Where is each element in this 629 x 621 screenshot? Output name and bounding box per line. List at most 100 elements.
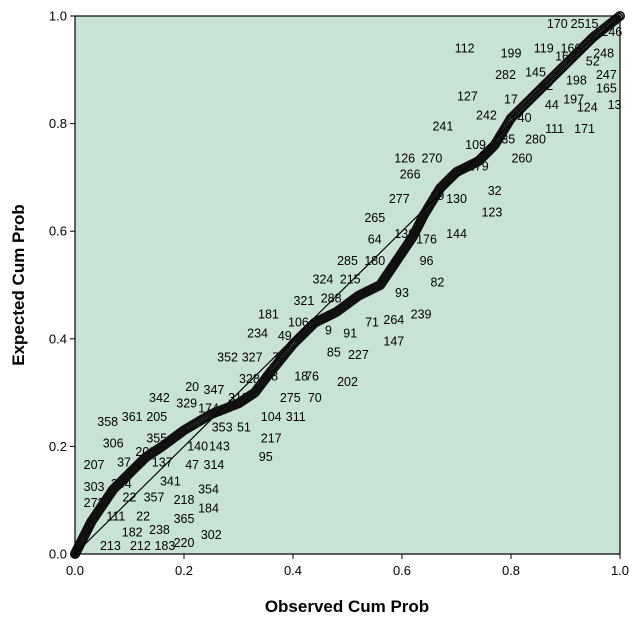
y-tick-label: 1.0 (49, 9, 67, 24)
point-label: 20 (185, 380, 199, 394)
point-label: 288 (321, 291, 342, 305)
point-label: 76 (305, 369, 319, 383)
x-axis-title: Observed Cum Prob (265, 597, 429, 616)
point-label: 51 (237, 421, 251, 435)
point-label: 180 (364, 254, 385, 268)
point-label: 303 (84, 480, 105, 494)
point-label: 198 (566, 74, 587, 88)
point-label: 49 (278, 329, 292, 343)
data-points (70, 11, 625, 559)
x-tick-label: 1.0 (611, 563, 629, 578)
point-label: 104 (261, 410, 282, 424)
point-label: 171 (574, 122, 595, 136)
point-label: 181 (258, 308, 279, 322)
point-label: 341 (160, 474, 181, 488)
point-label: 184 (198, 501, 219, 515)
point-label: 202 (337, 375, 358, 389)
point-label: 248 (593, 47, 614, 61)
point-label: 143 (209, 439, 230, 453)
plot-frame (74, 15, 621, 555)
point-label: 124 (577, 100, 598, 114)
point-label: 137 (152, 456, 173, 470)
point-label: 328 (239, 372, 260, 386)
point-label: 358 (97, 415, 118, 429)
point-label: 85 (327, 345, 341, 359)
point-label: 32 (488, 184, 502, 198)
point-label: 144 (446, 227, 467, 241)
point-label: 17 (504, 92, 518, 106)
point-label: 321 (293, 294, 314, 308)
point-label: 218 (174, 493, 195, 507)
point-label: 217 (261, 431, 282, 445)
x-tick-label: 0.6 (393, 563, 411, 578)
point-label: 91 (343, 326, 357, 340)
point-label: 13 (608, 98, 622, 112)
point-label: 71 (365, 316, 379, 330)
point-label: 52 (586, 55, 600, 69)
point-label: 285 (337, 254, 358, 268)
point-label: 205 (146, 410, 167, 424)
point-label: 111 (545, 122, 564, 136)
point-label: 147 (383, 334, 404, 348)
data-point (613, 12, 624, 23)
point-label: 37 (117, 456, 131, 470)
point-label: 145 (525, 65, 546, 79)
point-label: 347 (204, 383, 225, 397)
point-label: 306 (103, 437, 124, 451)
point-label: 342 (149, 391, 170, 405)
point-label: 183 (154, 539, 175, 553)
point-label: 96 (420, 254, 434, 268)
point-label: 361 (122, 410, 143, 424)
point-label: 234 (247, 326, 268, 340)
y-axis-title: Expected Cum Prob (9, 204, 28, 366)
point-label: 302 (201, 528, 222, 542)
point-label: 82 (430, 275, 444, 289)
point-label: 265 (364, 211, 385, 225)
point-label: 95 (259, 450, 273, 464)
point-label: 242 (476, 109, 497, 123)
point-label: 119 (534, 41, 554, 55)
point-label: 239 (411, 308, 432, 322)
point-label: 22 (123, 491, 137, 505)
y-tick-label: 0.2 (49, 439, 67, 454)
y-tick-label: 0.0 (49, 547, 67, 562)
point-label: 44 (545, 98, 559, 112)
point-label: 282 (495, 68, 516, 82)
point-label: 112 (455, 41, 475, 55)
point-label: 170 (547, 17, 568, 31)
point-label: 182 (122, 525, 143, 539)
x-tick-label: 0.8 (502, 563, 520, 578)
point-label: 64 (368, 232, 382, 246)
point-label: 70 (308, 391, 322, 405)
y-tick-label: 0.4 (49, 331, 67, 346)
y-tick-label: 0.6 (49, 224, 67, 239)
point-label: 176 (416, 232, 437, 246)
point-label: 324 (313, 273, 334, 287)
point-label: 354 (198, 482, 219, 496)
point-label: 22 (136, 509, 150, 523)
point-label: 199 (501, 47, 522, 61)
point-label: 212 (130, 539, 151, 553)
point-label: 365 (174, 512, 195, 526)
point-label: 18 (294, 369, 308, 383)
point-label: 270 (422, 152, 443, 166)
point-label: 260 (511, 152, 532, 166)
point-label: 93 (395, 286, 409, 300)
point-label: 197 (563, 92, 584, 106)
y-tick-label: 0.8 (49, 116, 67, 131)
x-tick-label: 0.0 (66, 563, 84, 578)
point-label: 247 (596, 68, 617, 82)
point-label: 275 (280, 391, 301, 405)
point-label: 264 (383, 313, 404, 327)
reference-line (74, 15, 621, 555)
point-label: 109 (465, 138, 486, 152)
point-label: 241 (432, 119, 453, 133)
point-label: 277 (389, 192, 410, 206)
point-label: 215 (340, 273, 361, 287)
point-label: 47 (185, 458, 199, 472)
point-label: 227 (348, 348, 369, 362)
point-label: 123 (481, 205, 502, 219)
point-label: 266 (400, 168, 421, 182)
axis-ticks: 0.0 0.2 0.4 0.6 0.8 1.0 0.0 0.2 0.4 0.6 0.8 1.0 (49, 9, 629, 579)
